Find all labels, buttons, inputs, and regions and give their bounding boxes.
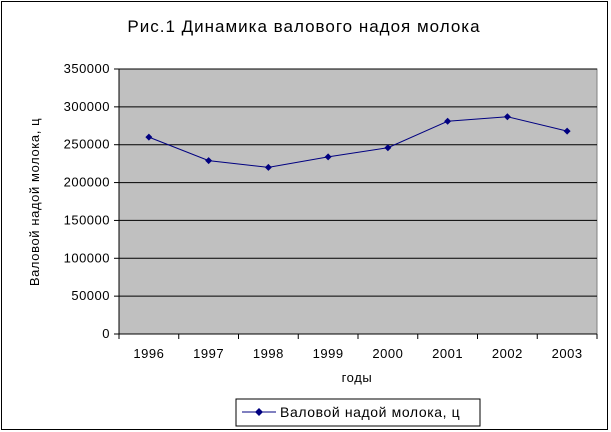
chart-title: Рис.1 Динамика валового надоя молока [127, 17, 480, 36]
x-tick-label: 2003 [552, 346, 583, 361]
y-axis-ticks: 350000 300000 250000 200000 150000 100000 5000… [64, 61, 119, 341]
y-tick-label: 250000 [64, 137, 110, 152]
data-point-marker [324, 153, 332, 161]
data-point-marker [205, 157, 213, 165]
x-tick-label: 2001 [432, 346, 463, 361]
legend-box [235, 398, 481, 427]
y-tick-label: 100000 [64, 250, 110, 265]
gridlines [119, 68, 597, 297]
x-tick-label: 2000 [372, 346, 403, 361]
y-tick-label: 200000 [64, 175, 110, 190]
legend-label: Валовой надой молока, ц [280, 404, 460, 420]
series-line [148, 116, 568, 168]
legend: Валовой надой молока, ц [235, 398, 481, 427]
x-axis-ticks: 1996 1997 1998 1999 2000 2001 2002 2003 [118, 334, 598, 361]
plot-area [118, 68, 598, 335]
x-tick-label: 1996 [133, 346, 164, 361]
line-chart: Рис.1 Динамика валового надоя молока 350… [27, 17, 598, 427]
series-layer [145, 113, 571, 171]
x-tick-label: 1999 [313, 346, 344, 361]
x-tick-label: 2002 [492, 346, 523, 361]
data-point-marker [145, 133, 153, 141]
x-tick-label: 1997 [193, 346, 224, 361]
y-tick-label: 0 [102, 326, 110, 341]
x-axis-label: годы [342, 370, 373, 385]
y-axis-label: Валовой надой молока, ц [27, 118, 42, 286]
y-tick-label: 350000 [64, 61, 110, 76]
data-point-marker [384, 144, 392, 152]
x-tick-label: 1998 [253, 346, 284, 361]
legend-marker-icon [255, 408, 263, 416]
y-tick-label: 150000 [64, 212, 110, 227]
data-point-marker [503, 113, 511, 121]
y-tick-label: 300000 [64, 99, 110, 114]
data-point-marker [444, 117, 452, 125]
y-tick-label: 50000 [71, 288, 110, 303]
data-point-marker [264, 163, 272, 171]
